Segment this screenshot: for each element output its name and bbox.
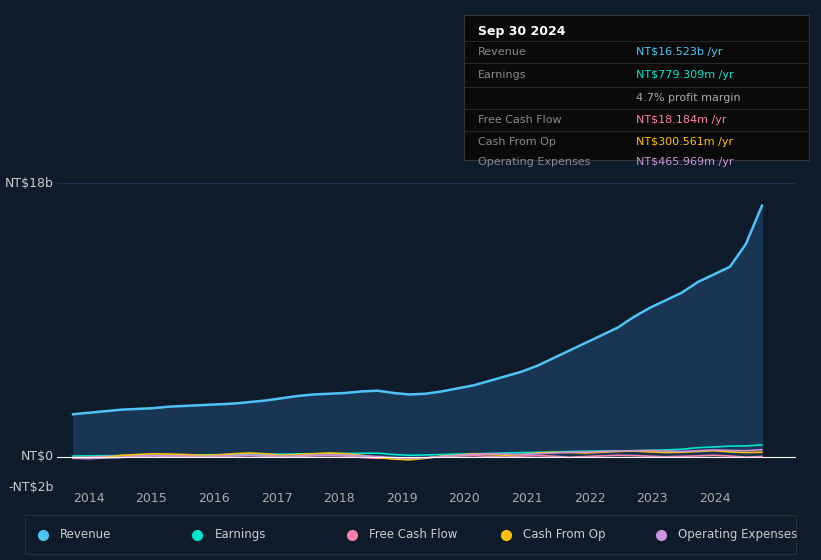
Text: Revenue: Revenue: [60, 528, 112, 542]
Text: Operating Expenses: Operating Expenses: [478, 157, 590, 167]
Text: Sep 30 2024: Sep 30 2024: [478, 25, 565, 38]
Text: NT$16.523b /yr: NT$16.523b /yr: [636, 47, 722, 57]
Text: NT$18.184m /yr: NT$18.184m /yr: [636, 115, 727, 125]
Text: NT$0: NT$0: [21, 450, 54, 463]
Text: Earnings: Earnings: [214, 528, 266, 542]
Text: NT$18b: NT$18b: [5, 177, 54, 190]
Text: Free Cash Flow: Free Cash Flow: [478, 115, 562, 125]
Text: Free Cash Flow: Free Cash Flow: [369, 528, 457, 542]
Text: Operating Expenses: Operating Expenses: [677, 528, 796, 542]
Text: 4.7% profit margin: 4.7% profit margin: [636, 93, 741, 103]
Text: NT$465.969m /yr: NT$465.969m /yr: [636, 157, 734, 167]
Text: NT$779.309m /yr: NT$779.309m /yr: [636, 70, 734, 80]
Text: NT$300.561m /yr: NT$300.561m /yr: [636, 137, 733, 147]
Text: -NT$2b: -NT$2b: [8, 480, 54, 494]
Text: Earnings: Earnings: [478, 70, 526, 80]
Text: Cash From Op: Cash From Op: [523, 528, 606, 542]
Text: Cash From Op: Cash From Op: [478, 137, 556, 147]
Text: Revenue: Revenue: [478, 47, 526, 57]
